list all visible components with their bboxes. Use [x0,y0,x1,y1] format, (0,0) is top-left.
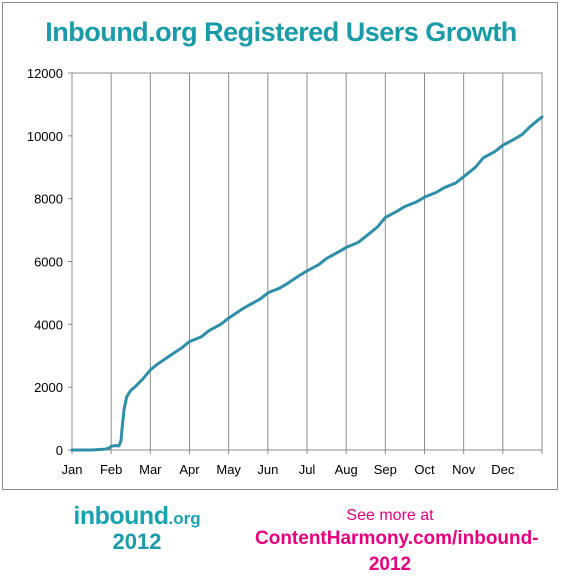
series-line [70,115,544,452]
x-tick-label: Jan [62,462,83,477]
inbound-logo: inbound.org 2012 [72,502,202,553]
y-tick-label: 4000 [34,317,63,332]
x-tick-label: Mar [139,462,162,477]
x-tick-label: Jun [257,462,278,477]
y-tick-label: 2000 [34,380,63,395]
x-tick-label: Sep [374,462,397,477]
y-tick-label: 8000 [34,192,63,207]
logo-word-text: inbound [73,502,169,530]
x-tick-label: Aug [335,462,358,477]
y-tick-label: 6000 [34,255,63,270]
x-tick-label: May [216,462,241,477]
cta-link[interactable]: ContentHarmony.com/inbound-2012 [255,528,539,575]
chart-title: Inbound.org Registered Users Growth [45,17,517,47]
cta-line1: See more at [346,507,434,524]
logo-word: inbound.org [72,502,202,531]
y-tick-label: 0 [56,443,63,458]
x-tick-label: Nov [452,462,476,477]
x-tick-label: Jul [299,462,316,477]
y-tick-label: 12000 [27,66,63,81]
chart-svg: 0 2000 4000 6000 8000 10000 12000 Jan Feb Mar Apr M… [27,66,544,477]
x-tick-label: Apr [179,462,200,477]
logo-year: 2012 [112,529,162,554]
logo-suffix: .org [168,509,201,528]
footer-cta: See more at ContentHarmony.com/inbound-2… [255,506,539,578]
x-tick-label: Feb [100,462,122,477]
x-tick-label: Oct [414,462,435,477]
x-tick-label: Dec [491,462,515,477]
chart-frame: Inbound.org Registered Users Growth 0 200… [2,2,558,490]
y-tick-label: 10000 [27,129,63,144]
